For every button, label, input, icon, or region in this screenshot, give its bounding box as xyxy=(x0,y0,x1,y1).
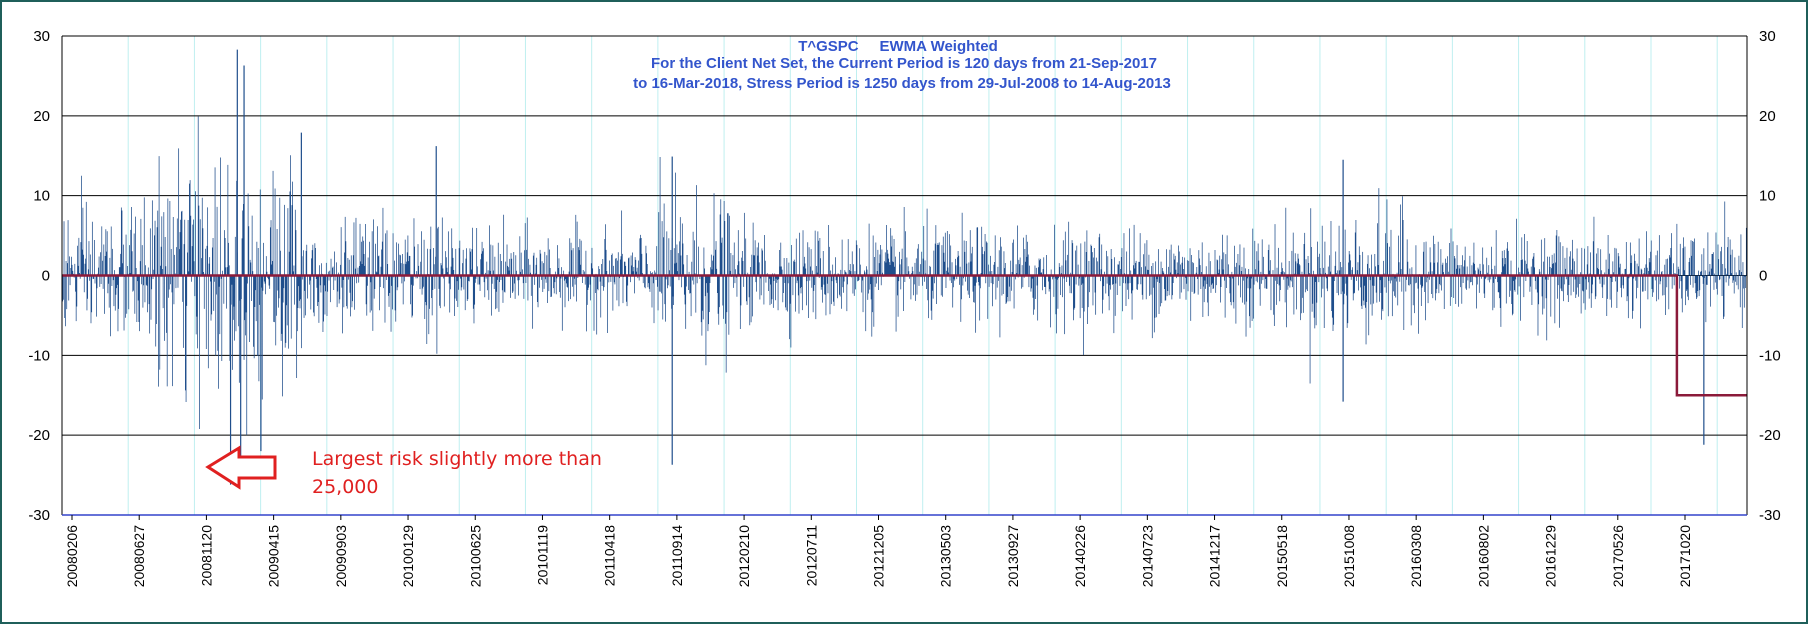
risk-series xyxy=(62,274,1747,397)
annotation-text-line: Largest risk slightly more than xyxy=(312,448,602,470)
annotation-text-line: 25,000 xyxy=(312,476,378,498)
x-tick-label: 20140723 xyxy=(1139,525,1155,588)
x-tick-label: 20130503 xyxy=(938,525,954,588)
x-tick-label: 20080627 xyxy=(131,525,147,588)
y-tick-label-left: 30 xyxy=(33,28,50,45)
left-arrow-icon xyxy=(205,445,277,490)
x-tick-label: 20121205 xyxy=(871,525,887,588)
x-tick-label: 20160802 xyxy=(1475,525,1491,588)
x-tick-label: 20150518 xyxy=(1274,525,1290,588)
y-tick-label-left: 10 xyxy=(33,188,50,205)
x-tick-label: 20160308 xyxy=(1408,525,1424,588)
chart-title-line: For the Client Net Set, the Current Peri… xyxy=(651,55,1157,72)
risk-annotation: Largest risk slightly more than 25,000 xyxy=(205,445,602,498)
chart-title-line: T^GSPC EWMA Weighted xyxy=(798,38,998,55)
x-tick-label: 20171020 xyxy=(1677,525,1693,588)
x-tick-label: 20140226 xyxy=(1072,525,1088,588)
x-tick-label: 20080206 xyxy=(64,525,80,588)
x-tick-label: 20081120 xyxy=(198,525,214,586)
x-tick-label: 20100625 xyxy=(467,525,483,588)
y-tick-label-right: 0 xyxy=(1759,268,1767,285)
y-tick-label-right: -10 xyxy=(1759,347,1781,364)
x-tick-label: 20100129 xyxy=(400,525,416,588)
y-tick-label-left: 0 xyxy=(42,268,50,285)
y-tick-label-left: 20 xyxy=(33,108,50,125)
x-tick-label: 20151008 xyxy=(1341,525,1357,588)
x-tick-label: 20161229 xyxy=(1543,525,1559,588)
x-tick-label: 20110418 xyxy=(602,525,618,586)
y-tick-label-right: 20 xyxy=(1759,108,1776,125)
x-tick-label: 20141217 xyxy=(1207,525,1223,588)
x-tick-label: 20170526 xyxy=(1610,525,1626,588)
y-tick-label-left: -30 xyxy=(28,507,50,524)
y-tick-label-right: -20 xyxy=(1759,427,1781,444)
risk-line xyxy=(62,274,1747,397)
y-tick-label-right: 30 xyxy=(1759,28,1776,45)
y-tick-label-left: -10 xyxy=(28,347,50,364)
x-tick-label: 20090415 xyxy=(266,525,282,588)
chart-title-line: to 16-Mar-2018, Stress Period is 1250 da… xyxy=(633,75,1171,92)
x-tick-label: 20101119 xyxy=(534,525,550,585)
axes-layer: 30 30 20 20 10 10 0 0 -10 -10 -20 -20 -30 -30 20080206… xyxy=(28,28,1780,587)
y-tick-label-right: -30 xyxy=(1759,507,1781,524)
x-tick-label: 20130927 xyxy=(1005,525,1021,588)
y-tick-label-left: -20 xyxy=(28,427,50,444)
x-tick-label: 20090903 xyxy=(333,525,349,588)
x-tick-label: 20120210 xyxy=(736,525,752,588)
x-tick-label: 20120711 xyxy=(803,525,819,586)
x-tick-label: 20110914 xyxy=(669,525,685,586)
y-tick-label-right: 10 xyxy=(1759,188,1776,205)
